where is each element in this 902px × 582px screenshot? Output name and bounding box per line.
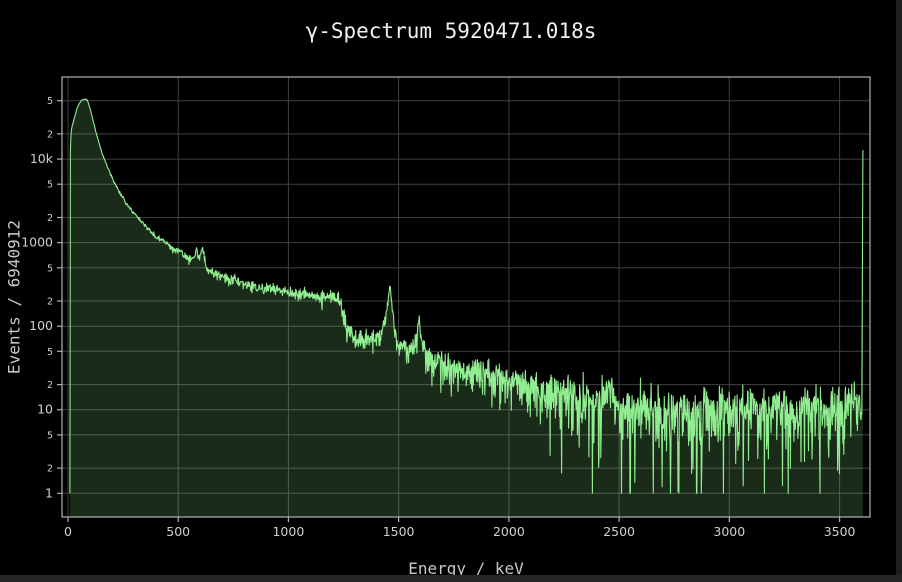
y-tick-label: 2 bbox=[47, 297, 53, 308]
x-tick-label: 0 bbox=[64, 524, 72, 539]
y-tick-label: 2 bbox=[47, 213, 53, 224]
y-tick-label: 2 bbox=[47, 464, 53, 475]
y-tick-label: 5 bbox=[47, 347, 53, 358]
x-tick-label: 2500 bbox=[603, 524, 635, 539]
y-tick-label: 10 bbox=[37, 402, 53, 417]
plot-border bbox=[61, 76, 871, 518]
y-tick-label: 5 bbox=[47, 96, 53, 107]
y-tick-label: 100 bbox=[29, 318, 53, 333]
y-tick-label: 1000 bbox=[21, 235, 53, 250]
y-tick-label: 5 bbox=[47, 180, 53, 191]
x-tick-label: 2000 bbox=[493, 524, 525, 539]
x-axis-label: Energy / keV bbox=[408, 559, 524, 578]
x-tick-label: 1500 bbox=[383, 524, 415, 539]
x-tick-label: 1000 bbox=[272, 524, 304, 539]
spectrum-area bbox=[69, 99, 863, 517]
window-bottom-edge bbox=[0, 575, 902, 582]
y-tick-label: 2 bbox=[47, 129, 53, 140]
x-tick-label: 3000 bbox=[713, 524, 745, 539]
y-axis-label: Events / 6940912 bbox=[4, 219, 24, 375]
y-tick-label: 5 bbox=[47, 430, 53, 441]
y-tick-label: 1 bbox=[45, 485, 53, 500]
y-tick-label: 2 bbox=[47, 380, 53, 391]
spectrum-line bbox=[69, 98, 864, 494]
x-tick-label: 3500 bbox=[824, 524, 856, 539]
x-tick-label: 500 bbox=[166, 524, 190, 539]
chart-title: γ-Spectrum 5920471.018s bbox=[305, 19, 597, 43]
y-tick-label: 5 bbox=[47, 263, 53, 274]
window-right-edge bbox=[896, 0, 902, 582]
y-tick-label: 10k bbox=[30, 151, 54, 166]
